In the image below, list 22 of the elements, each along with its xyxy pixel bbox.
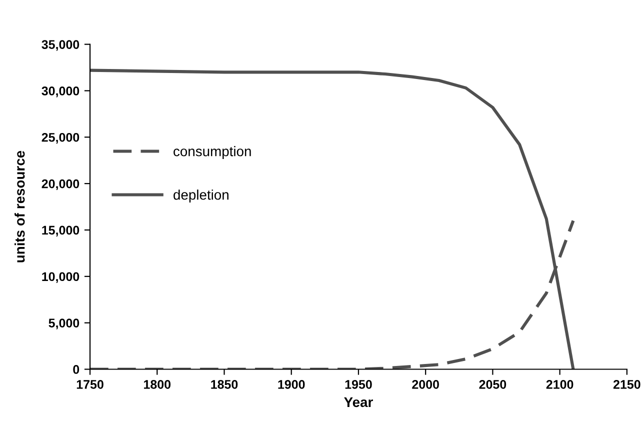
- legend-label: depletion: [174, 190, 228, 203]
- y-tick-label: 30,000: [42, 86, 80, 98]
- y-tick-label: 0: [73, 365, 80, 374]
- x-tick-label: 1800: [144, 380, 171, 389]
- legend-label: consumption: [174, 146, 251, 160]
- x-tick-label: 1900: [278, 380, 305, 389]
- y-tick-label: 15,000: [42, 226, 80, 236]
- y-tick-label: 35,000: [42, 40, 80, 51]
- y-axis-title: units of resource: [14, 150, 25, 262]
- y-tick-label: 20,000: [42, 179, 80, 190]
- x-tick-label: 1850: [211, 380, 238, 389]
- x-tick-label: 2150: [613, 380, 640, 389]
- y-tick-label: 25,000: [42, 132, 80, 144]
- x-tick-label: 1750: [76, 380, 104, 389]
- y-tick-label: 10,000: [42, 272, 80, 283]
- x-tick-label: 2100: [546, 380, 574, 389]
- line-series: [90, 68, 575, 370]
- x-tick-label: 1950: [345, 380, 372, 389]
- x-axis-title: Year: [344, 397, 373, 408]
- y-tick-label: 5,000: [48, 318, 80, 330]
- x-tick-label: 2050: [479, 380, 506, 389]
- x-tick-label: 2000: [412, 380, 439, 389]
